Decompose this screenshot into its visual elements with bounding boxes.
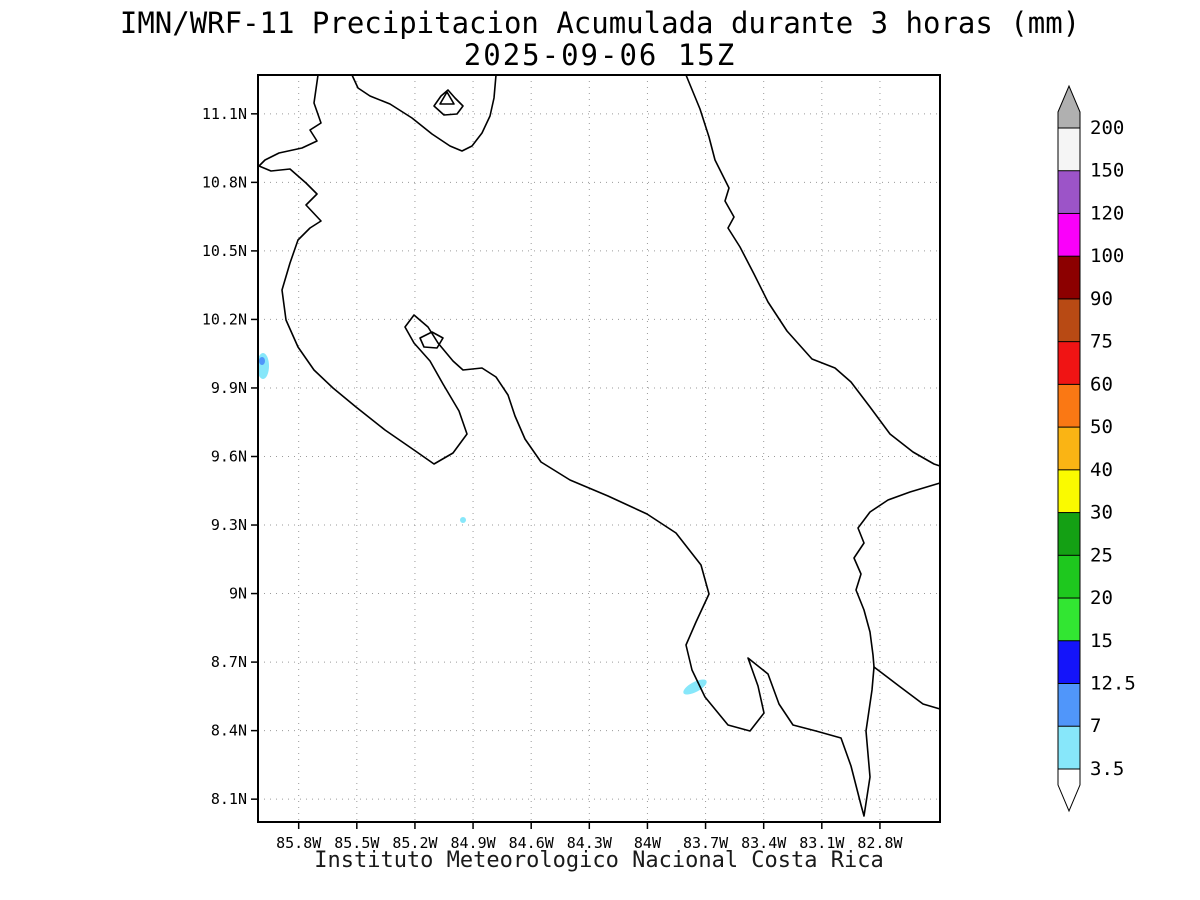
volcano-triangle-path <box>439 91 455 105</box>
colorbar-band <box>1057 212 1081 258</box>
y-tick-label: 10.5N <box>202 242 247 260</box>
colorbar-label: 120 <box>1090 202 1124 224</box>
panama-caribbean-coastline-path <box>853 482 941 668</box>
colorbar-label: 25 <box>1090 544 1113 566</box>
precipitation-shading <box>257 353 707 695</box>
x-tick-label: 83.7W <box>683 834 729 852</box>
colorbar-band <box>1057 725 1081 771</box>
colorbar-label: 75 <box>1090 331 1113 353</box>
y-tick-label: 10.8N <box>202 173 247 191</box>
colorbar-band <box>1057 512 1081 557</box>
ometepe-island-path <box>433 89 464 116</box>
y-tick-label: 8.4N <box>211 722 247 740</box>
y-tick-label: 9.9N <box>211 379 247 397</box>
colorbar-band <box>1057 298 1081 343</box>
colorbar-band <box>1057 255 1081 301</box>
plot-border <box>257 74 941 823</box>
colorbar-band <box>1057 383 1081 429</box>
y-tick-label: 11.1N <box>202 105 247 123</box>
colorbar-arrow-bottom <box>1057 768 1081 813</box>
colorbar-label: 50 <box>1090 416 1113 438</box>
colorbar-label: 100 <box>1090 245 1124 267</box>
attribution-text: Instituto Meteorologico Nacional Costa R… <box>314 848 884 873</box>
x-tick-label: 84.3W <box>567 834 613 852</box>
x-tick-label: 85.5W <box>334 834 380 852</box>
colorbar-label: 20 <box>1090 587 1113 609</box>
colorbar-label: 3.5 <box>1090 758 1124 780</box>
x-tick-label: 84.6W <box>509 834 555 852</box>
colorbar-label: 15 <box>1090 630 1113 652</box>
x-tick-label: 85.2W <box>392 834 438 852</box>
y-tick-label: 10.2N <box>202 310 247 328</box>
y-tick-label: 9.3N <box>211 516 247 534</box>
x-tick-label: 83.1W <box>799 834 845 852</box>
colorbar-band <box>1057 469 1081 514</box>
colorbar-band <box>1057 640 1081 685</box>
x-tick-label: 83.4W <box>741 834 787 852</box>
colorbar-label: 60 <box>1090 373 1113 395</box>
pacific-coastline-path <box>258 74 941 817</box>
colorbar-label: 40 <box>1090 459 1113 481</box>
colorbar-band <box>1057 341 1081 386</box>
colorbar-arrow-top <box>1057 84 1081 129</box>
chira-island-path <box>419 331 444 349</box>
precip-spot-osa-streak <box>683 679 707 695</box>
colorbar-band <box>1057 426 1081 471</box>
colorbar-label: 12.5 <box>1090 672 1136 694</box>
y-tick-label: 8.1N <box>211 790 247 808</box>
x-tick-label: 84W <box>634 834 662 852</box>
colorbar-band <box>1057 682 1081 728</box>
y-tick-label: 8.7N <box>211 653 247 671</box>
colorbar-band <box>1057 127 1081 172</box>
chart-subtitle: 2025-09-06 15Z <box>463 38 737 72</box>
x-tick-label: 85.8W <box>276 834 322 852</box>
chart-title: IMN/WRF-11 Precipitacion Acumulada duran… <box>119 6 1081 40</box>
colorbar-label: 7 <box>1090 715 1101 737</box>
colorbar-band <box>1057 170 1081 215</box>
lake-nicaragua-shore-path <box>351 74 497 152</box>
colorbar-band <box>1057 554 1081 600</box>
caribbean-coastline-path <box>685 74 941 467</box>
axes: 85.8W 85.5W 85.2W 84.9W 84.6W 84.3W 84W 83.7W 83… <box>202 75 940 852</box>
colorbar-label: 200 <box>1090 117 1124 139</box>
precip-spot-west-coast-core <box>259 357 265 365</box>
x-tick-label: 84.9W <box>450 834 496 852</box>
x-tick-label: 82.8W <box>857 834 903 852</box>
precip-spot-inland-dot <box>460 517 466 523</box>
colorbar-band <box>1057 597 1081 642</box>
colorbar-label: 90 <box>1090 288 1113 310</box>
colorbar-label: 150 <box>1090 160 1124 182</box>
colorbar-label: 30 <box>1090 502 1113 524</box>
colorbar: 200 150 120 100 90 75 60 50 40 30 25 20 15 12.5 7 3.5 <box>1057 84 1136 813</box>
y-tick-label: 9.6N <box>211 447 247 465</box>
y-tick-label: 9N <box>229 585 247 603</box>
coastlines <box>258 74 941 817</box>
